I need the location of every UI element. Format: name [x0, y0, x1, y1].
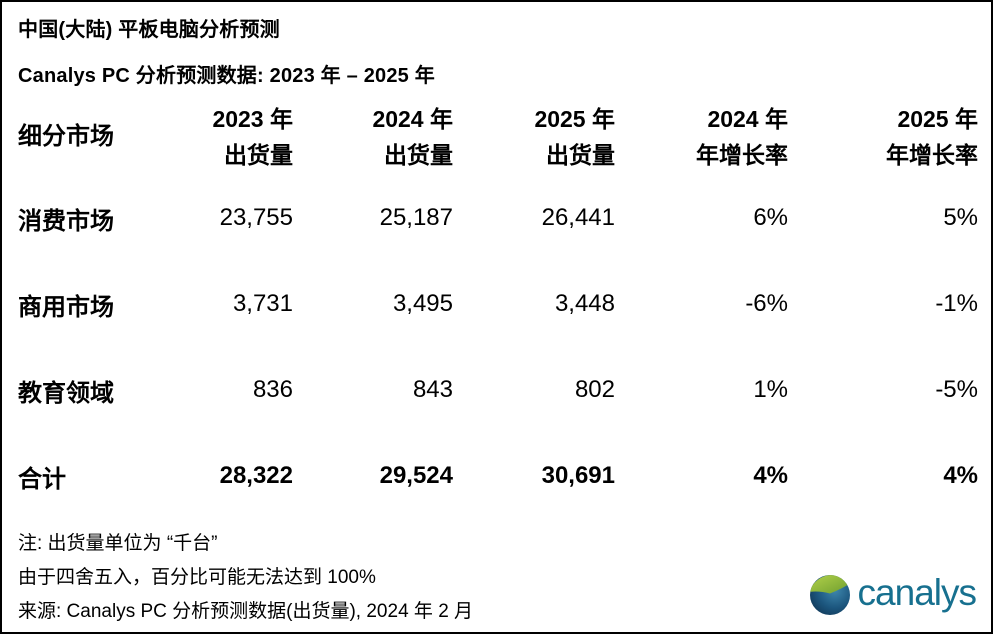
cell-value: 23,755 [219, 204, 293, 231]
cell-value: -6% [745, 290, 788, 317]
column-header-line1: 2023 年 [212, 106, 293, 132]
forecast-table: 细分市场 2023 年 出货量 2024 年 出货量 2025 年 出货量 20… [18, 99, 978, 519]
table-row-total: 合计 28,322 29,524 30,691 4% 4% [18, 433, 978, 519]
cell-value: 30,691 [541, 462, 615, 489]
cell-value: 26,441 [541, 204, 615, 231]
column-header-2025-shipments: 2025 年 出货量 [453, 99, 615, 175]
cell-value: 4% [943, 462, 978, 489]
row-label: 教育领域 [18, 379, 114, 407]
table-row-education: 教育领域 836 843 802 1% -5% [18, 347, 978, 433]
column-header-line2: 出货量 [546, 142, 615, 168]
row-label: 商用市场 [18, 293, 114, 321]
cell-value: 5% [943, 204, 978, 231]
cell-value: 843 [412, 376, 453, 403]
column-header-line2: 年增长率 [886, 142, 978, 168]
cell-value: 3,731 [232, 290, 293, 317]
table-row-consumer: 消费市场 23,755 25,187 26,441 6% 5% [18, 175, 978, 261]
column-header-line1: 2025 年 [897, 106, 978, 132]
cell-value: 3,448 [554, 290, 615, 317]
note-rounding: 由于四舍五入，百分比可能无法达到 100% [18, 567, 376, 588]
column-header-segment: 细分市场 [18, 123, 114, 150]
column-header-line2: 年增长率 [696, 142, 788, 168]
cell-value: 6% [753, 204, 788, 231]
cell-value: 802 [574, 376, 615, 403]
source-line: 来源: Canalys PC 分析预测数据(出货量), 2024 年 2 月 [18, 601, 474, 622]
footnotes: 注: 出货量单位为 “千台” 由于四舍五入，百分比可能无法达到 100% 来源:… [18, 527, 974, 629]
column-header-line1: 2025 年 [534, 106, 615, 132]
column-header-line1: 2024 年 [707, 106, 788, 132]
cell-value: -1% [935, 290, 978, 317]
cell-value: 29,524 [379, 462, 453, 489]
cell-value: 3,495 [392, 290, 453, 317]
cell-value: 25,187 [379, 204, 453, 231]
column-header-2025-growth: 2025 年 年增长率 [788, 99, 978, 175]
cell-value: 4% [753, 462, 788, 489]
column-header-line2: 出货量 [224, 142, 293, 168]
column-header-2024-growth: 2024 年 年增长率 [615, 99, 788, 175]
cell-value: -5% [935, 376, 978, 403]
page-subtitle: Canalys PC 分析预测数据: 2023 年 – 2025 年 [18, 65, 435, 87]
canalys-logo: canalys [809, 572, 977, 615]
table-figure: 中国(大陆) 平板电脑分析预测 Canalys PC 分析预测数据: 2023 … [2, 17, 991, 629]
table-header-row: 细分市场 2023 年 出货量 2024 年 出货量 2025 年 出货量 20… [18, 99, 978, 175]
row-label: 合计 [18, 465, 66, 493]
column-header-2023-shipments: 2023 年 出货量 [148, 99, 293, 175]
cell-value: 28,322 [219, 462, 293, 489]
row-label: 消费市场 [18, 207, 114, 235]
column-header-line2: 出货量 [384, 142, 453, 168]
note-unit: 注: 出货量单位为 “千台” [18, 533, 218, 554]
column-header-2024-shipments: 2024 年 出货量 [293, 99, 453, 175]
canalys-sphere-icon [809, 575, 850, 615]
canalys-wordmark: canalys [857, 572, 977, 613]
cell-value: 1% [753, 376, 788, 403]
cell-value: 836 [252, 376, 293, 403]
table-row-commercial: 商用市场 3,731 3,495 3,448 -6% -1% [18, 261, 978, 347]
page-title: 中国(大陆) 平板电脑分析预测 [18, 19, 280, 41]
column-header-line1: 2024 年 [372, 106, 453, 132]
